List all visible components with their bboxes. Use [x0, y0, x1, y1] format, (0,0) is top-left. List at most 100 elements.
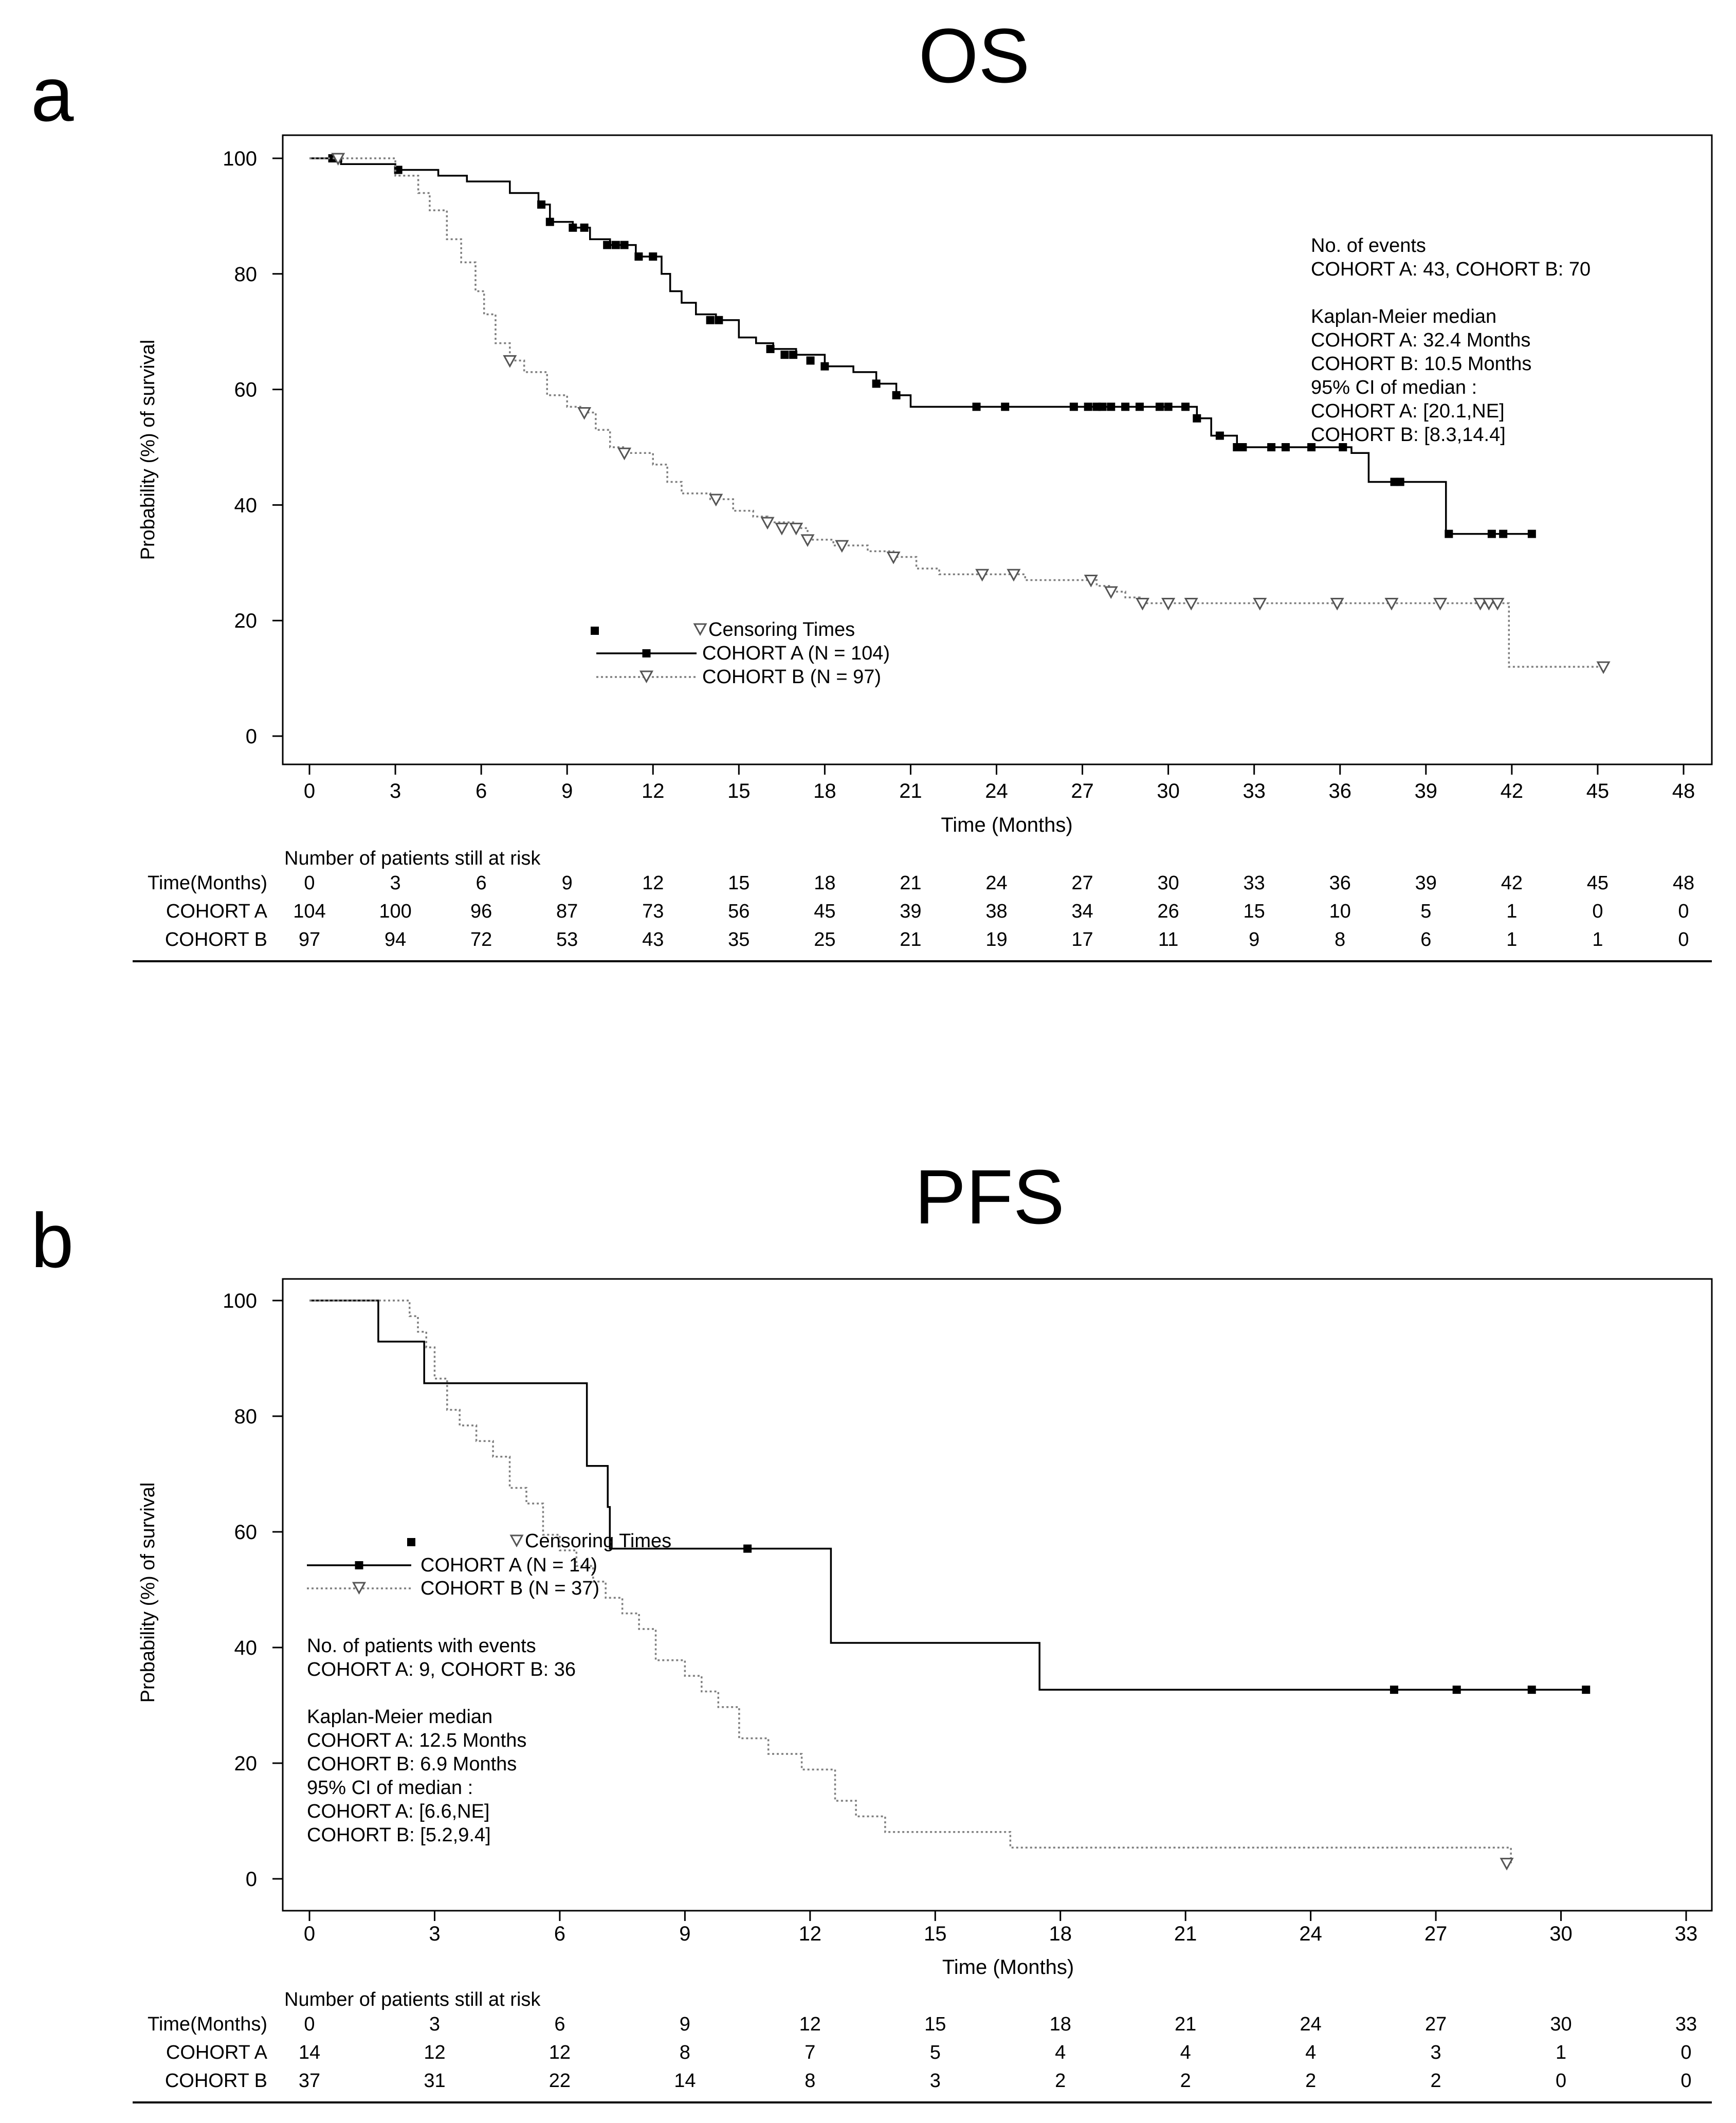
censor-marker-cohort-a: [1238, 443, 1247, 451]
legend-header: Censoring Times: [708, 619, 855, 640]
annotation-line: COHORT B: 10.5 Months: [1311, 353, 1531, 375]
censor-marker-cohort-a: [545, 217, 554, 226]
y-tick-label: 20: [234, 610, 258, 632]
annotation-line: Kaplan-Meier median: [307, 1706, 492, 1728]
risk-table-cell: 37: [299, 2070, 320, 2092]
risk-table-cell: 0: [1680, 2070, 1691, 2092]
legend-entry-cohort-b: COHORT B (N = 97): [702, 666, 881, 688]
x-tick-label: 0: [304, 1923, 315, 1945]
km-curve-cohort-a: [309, 157, 1532, 535]
risk-table-cell: 1: [1506, 929, 1517, 950]
annotation-line: COHORT A: [6.6,NE]: [307, 1801, 490, 1822]
annotation-line: No. of patients with events: [307, 1635, 536, 1657]
risk-table-time: 18: [814, 872, 835, 894]
censor-marker-cohort-a: [780, 351, 789, 359]
risk-table-cell: 35: [728, 929, 750, 950]
censor-marker-cohort-b: [775, 522, 789, 536]
risk-table-time: 9: [562, 872, 573, 894]
censor-marker-cohort-a: [1339, 443, 1347, 451]
risk-table-time: 33: [1675, 2014, 1697, 2035]
x-tick-label: 30: [1157, 780, 1180, 802]
legend-censor-square-icon: [591, 627, 599, 635]
annotation-line: COHORT A: 43, COHORT B: 70: [1311, 259, 1591, 280]
risk-table-title: Number of patients still at risk: [284, 1989, 541, 2010]
risk-table-cell: 72: [470, 929, 492, 950]
censor-marker-cohort-b: [1500, 1858, 1514, 1871]
annotation-line: COHORT A: [20.1,NE]: [1311, 400, 1505, 422]
panel-b-plot: 0 20 40 60 80 100 0 3 6 9 12 15 18 21 24 27 30 33 Time (Mo…: [137, 1278, 1713, 1979]
y-axis-label: Probability (%) of survival: [137, 340, 159, 560]
x-tick-label: 27: [1424, 1923, 1448, 1945]
censor-marker-cohort-a: [1107, 402, 1116, 411]
censor-marker-cohort-b: [1482, 597, 1496, 611]
risk-table-cell: 34: [1071, 901, 1093, 922]
censor-marker-cohort-a: [715, 316, 723, 324]
panel-b-title: PFS: [915, 1154, 1065, 1240]
x-tick-label: 3: [390, 780, 401, 802]
legend-entry-cohort-b: COHORT B (N = 37): [421, 1578, 599, 1599]
censor-marker-cohort-a: [649, 252, 657, 261]
censor-marker-cohort-a: [1487, 529, 1496, 538]
risk-table-cell: 104: [293, 901, 325, 922]
censor-marker-cohort-a: [394, 166, 403, 174]
risk-table-cell: 5: [930, 2042, 941, 2063]
risk-table-row-label: COHORT A: [166, 2042, 268, 2063]
x-tick-label: 39: [1415, 780, 1438, 802]
legend-censor-square-icon: [407, 1538, 415, 1546]
risk-table-time: 0: [304, 2014, 315, 2035]
annotation-line: 95% CI of median :: [307, 1777, 473, 1799]
risk-table-cell: 2: [1431, 2070, 1441, 2092]
censor-marker-cohort-a: [872, 379, 881, 388]
annotation-line: No. of events: [1311, 235, 1426, 257]
censor-marker-cohort-a: [892, 391, 901, 399]
x-tick-label: 9: [679, 1923, 690, 1945]
censor-marker-cohort-b: [709, 493, 723, 507]
risk-table-cell: 3: [930, 2070, 941, 2092]
x-tick-label: 36: [1329, 780, 1352, 802]
km-curve-cohort-a: [309, 1300, 1586, 1691]
censor-marker-cohort-b: [1433, 597, 1448, 611]
censor-marker-cohort-b: [1104, 586, 1118, 599]
risk-table-time: 6: [476, 872, 487, 894]
panel-a-title: OS: [919, 12, 1030, 99]
censor-marker-cohort-a: [1215, 431, 1224, 440]
risk-table-cell: 12: [549, 2042, 571, 2063]
x-tick-label: 45: [1586, 780, 1610, 802]
censor-marker-cohort-b: [1135, 597, 1150, 611]
risk-table-cell: 100: [379, 901, 411, 922]
y-tick-label: 80: [234, 1405, 258, 1428]
risk-table-time: 21: [900, 872, 921, 894]
legend-marker-cohort-a: [642, 649, 651, 657]
censor-marker-cohort-a: [1445, 529, 1453, 538]
censor-marker-cohort-a: [1499, 529, 1508, 538]
censor-marker-cohort-a: [1155, 402, 1164, 411]
risk-table-cell: 45: [814, 901, 835, 922]
risk-table-time: 24: [985, 872, 1007, 894]
risk-table-cell: 1: [1506, 901, 1517, 922]
censor-marker-cohort-b: [835, 540, 849, 553]
risk-table-cell: 2: [1180, 2070, 1191, 2092]
risk-table-cell: 8: [805, 2070, 815, 2092]
censor-marker-cohort-a: [580, 223, 589, 232]
panel-b-label: b: [31, 1197, 74, 1284]
risk-table-header-label: Time(Months): [148, 2014, 267, 2035]
annotation-line: COHORT B: 6.9 Months: [307, 1753, 517, 1775]
y-tick-label: 40: [234, 494, 258, 517]
censor-marker-cohort-a: [1582, 1686, 1591, 1694]
risk-table-cell: 9: [1249, 929, 1259, 950]
risk-table-time: 21: [1175, 2014, 1196, 2035]
risk-table-cell: 94: [385, 929, 406, 950]
risk-table-cell: 96: [470, 901, 492, 922]
x-tick-label: 6: [554, 1923, 565, 1945]
risk-table-cell: 7: [805, 2042, 815, 2063]
annotation-line: COHORT A: 12.5 Months: [307, 1730, 526, 1751]
risk-table-cell: 17: [1071, 929, 1093, 950]
censor-marker-cohort-b: [1161, 597, 1176, 611]
x-tick-label: 12: [642, 780, 665, 802]
censor-marker-cohort-a: [1121, 402, 1130, 411]
y-tick-label: 20: [234, 1752, 258, 1775]
risk-table-time: 30: [1550, 2014, 1571, 2035]
risk-table-cell: 38: [985, 901, 1007, 922]
censor-marker-cohort-a: [1069, 402, 1078, 411]
